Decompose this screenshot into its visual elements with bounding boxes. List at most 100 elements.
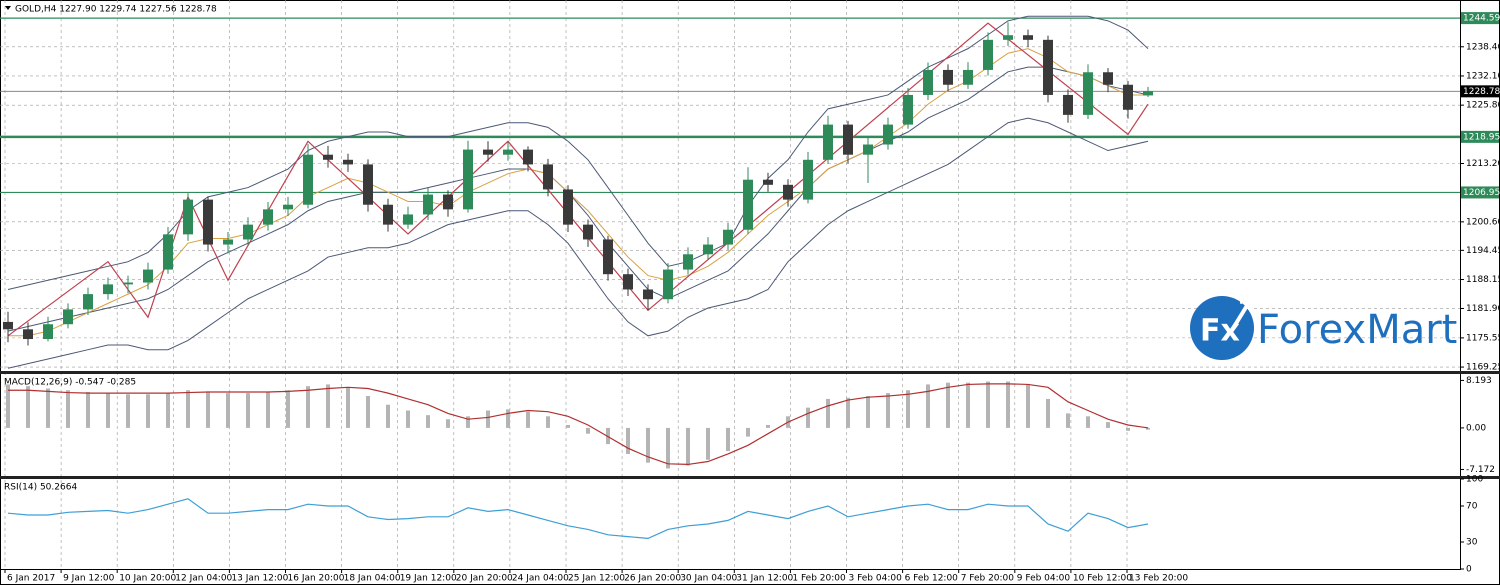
indicator-line — [7, 15, 1149, 290]
y-tick-label: 0.00 — [1466, 423, 1486, 433]
chart-title: GOLD,H4 1227.90 1229.74 1227.56 1228.78 — [15, 5, 217, 15]
x-tick-label: 30 Jan 04:00 — [680, 574, 737, 584]
candle-body — [403, 214, 413, 225]
candle-body — [123, 282, 133, 285]
macd-bar — [866, 396, 870, 428]
time-axis-border — [0, 569, 1460, 570]
x-tick-label: 6 Jan 2017 — [7, 574, 55, 584]
logo-circle — [1190, 296, 1254, 360]
macd-bar — [286, 390, 290, 428]
x-tick-label: 13 Jan 12:00 — [231, 574, 288, 584]
macd-bar — [1106, 422, 1110, 428]
macd-bar — [186, 390, 190, 428]
candle-body — [703, 244, 713, 255]
y-tick-label: 1232.10 — [1466, 71, 1500, 81]
logo-text: ForexMart — [1257, 307, 1457, 353]
candle-body — [683, 254, 693, 270]
candle-body — [543, 164, 553, 190]
macd-bar — [1026, 384, 1030, 428]
indicator-line — [8, 48, 1148, 337]
candle-body — [843, 124, 853, 155]
candle-body — [183, 199, 193, 235]
y-tick-label: 100 — [1466, 475, 1483, 485]
layers — [0, 0, 1460, 569]
candle-body — [603, 239, 613, 275]
rsi-line — [7, 498, 1149, 540]
current-price-tag — [1461, 85, 1499, 98]
candle-body — [1143, 91, 1153, 96]
candle-body — [63, 309, 73, 325]
x-tick-label: 3 Feb 04:00 — [849, 574, 903, 584]
macd-bar — [946, 382, 950, 428]
candle-body — [303, 154, 313, 205]
candle-body — [783, 184, 793, 200]
macd-bar — [26, 386, 30, 428]
panel-divider — [0, 371, 1500, 374]
macd-bar — [526, 411, 530, 428]
macd-bar — [546, 416, 550, 428]
x-tick-label: 10 Feb 12:00 — [1073, 574, 1132, 584]
macd-bar — [386, 404, 390, 428]
candle-body — [483, 149, 493, 155]
macd-bar — [326, 384, 330, 428]
x-tick-label: 9 Feb 04:00 — [1017, 574, 1071, 584]
candle-body — [923, 69, 933, 95]
candle-body — [103, 284, 113, 295]
logo-mark: Fx — [1200, 314, 1240, 349]
candle-body — [1023, 35, 1033, 40]
candle-body — [623, 274, 633, 290]
macd-bar — [226, 393, 230, 428]
candle-body — [763, 179, 773, 185]
candle-body — [643, 289, 653, 300]
candle-body — [823, 124, 833, 160]
candle-body — [263, 209, 273, 225]
candle-body — [443, 194, 453, 210]
macd-bar — [766, 425, 770, 428]
indicator-line — [7, 117, 1149, 369]
candle-body — [503, 149, 513, 155]
x-tick-label: 9 Jan 12:00 — [63, 574, 115, 584]
macd-bar — [646, 427, 650, 463]
macd-title: MACD(12,26,9) -0.547 -0.285 — [4, 378, 136, 388]
macd-bar — [346, 387, 350, 428]
candle-body — [3, 321, 13, 330]
candle-body — [1123, 84, 1133, 110]
level-tag — [1461, 130, 1499, 143]
y-tick-label: 30 — [1466, 538, 1478, 548]
macd-bar — [1086, 416, 1090, 428]
y-tick-label: 1188.15 — [1466, 275, 1500, 285]
axis-border — [1460, 0, 1461, 570]
macd-bar — [1146, 427, 1150, 430]
zigzag-line — [7, 22, 1149, 337]
macd-bar — [626, 427, 630, 454]
x-tick-label: 13 Feb 20:00 — [1129, 574, 1188, 584]
y-tick-label: 1181.90 — [1466, 304, 1500, 314]
macd-bar — [826, 398, 830, 428]
indicator-line — [7, 66, 1149, 332]
y-tick-label: 1194.45 — [1466, 246, 1500, 256]
x-tick-label: 20 Jan 20:00 — [456, 574, 513, 584]
rsi-title: RSI(14) 50.2664 — [4, 483, 77, 493]
macd-bar — [46, 388, 50, 428]
macd-bar — [1066, 413, 1070, 428]
candle-body — [1003, 35, 1013, 40]
macd-bar — [886, 393, 890, 428]
candle-body — [223, 239, 233, 245]
candle-body — [43, 324, 53, 340]
candle-body — [383, 204, 393, 225]
candle-body — [203, 199, 213, 245]
macd-bar — [306, 386, 310, 428]
x-tick-label: 18 Jan 04:00 — [344, 574, 401, 584]
macd-bar — [1126, 427, 1130, 431]
macd-bar — [166, 393, 170, 428]
macd-bar — [446, 419, 450, 428]
x-tick-label: 1 Feb 20:00 — [792, 574, 846, 584]
candle-body — [343, 159, 353, 165]
macd-bar — [266, 391, 270, 428]
y-tick-label: 8.193 — [1466, 376, 1492, 386]
candle-body — [723, 229, 733, 245]
candle-body — [363, 164, 373, 205]
candle-body — [903, 94, 913, 125]
macd-bar — [1046, 398, 1050, 428]
macd-bar — [706, 427, 710, 460]
